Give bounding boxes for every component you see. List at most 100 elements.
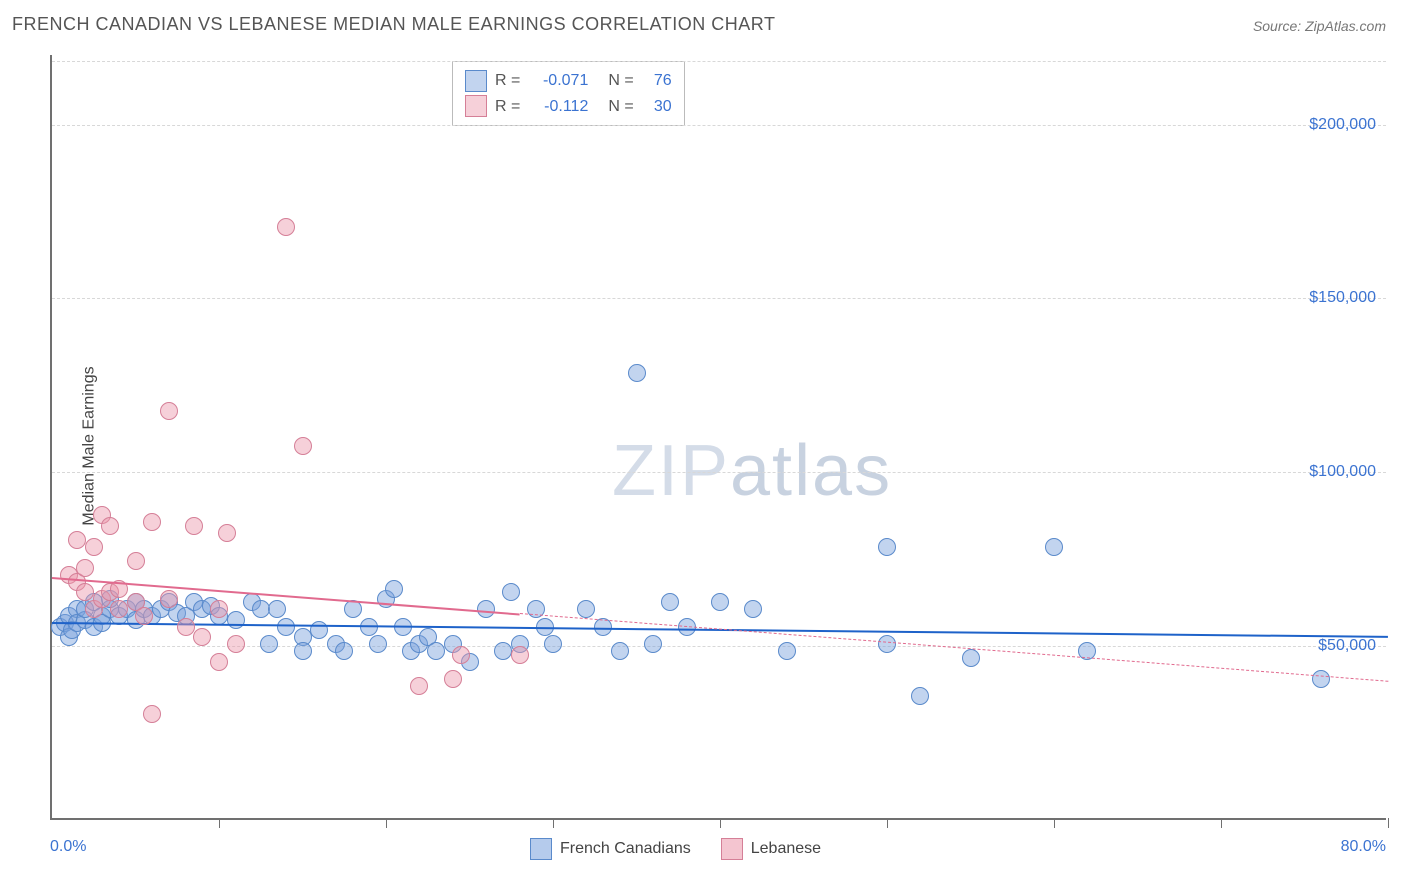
scatter-point <box>101 517 119 535</box>
scatter-point <box>127 552 145 570</box>
scatter-point <box>143 705 161 723</box>
scatter-point <box>76 559 94 577</box>
scatter-point <box>544 635 562 653</box>
scatter-point <box>444 670 462 688</box>
chart-title: FRENCH CANADIAN VS LEBANESE MEDIAN MALE … <box>12 14 775 35</box>
scatter-point <box>177 618 195 636</box>
legend-n-label: N = <box>608 94 633 120</box>
scatter-point <box>193 628 211 646</box>
scatter-point <box>878 538 896 556</box>
scatter-point <box>260 635 278 653</box>
scatter-point <box>344 600 362 618</box>
x-axis-min-label: 0.0% <box>50 838 86 856</box>
gridline <box>52 125 1386 126</box>
scatter-point <box>252 600 270 618</box>
legend-item: French Canadians <box>530 838 691 860</box>
scatter-point <box>778 642 796 660</box>
y-tick-label: $50,000 <box>1318 637 1376 655</box>
scatter-point <box>227 635 245 653</box>
scatter-point <box>962 649 980 667</box>
legend-swatch <box>721 838 743 860</box>
scatter-point <box>410 677 428 695</box>
correlation-legend: R = -0.071 N = 76 R = -0.112 N = 30 <box>452 61 685 126</box>
scatter-point <box>160 402 178 420</box>
scatter-point <box>1045 538 1063 556</box>
scatter-point <box>335 642 353 660</box>
scatter-point <box>911 687 929 705</box>
legend-item-label: Lebanese <box>751 840 821 858</box>
legend-r-label: R = <box>495 94 520 120</box>
scatter-point <box>110 600 128 618</box>
x-axis-max-label: 80.0% <box>1341 838 1386 856</box>
y-tick-label: $200,000 <box>1309 116 1376 134</box>
watermark: ZIPatlas <box>612 430 892 512</box>
scatter-point <box>452 646 470 664</box>
legend-n-label: N = <box>608 68 633 94</box>
scatter-point <box>494 642 512 660</box>
scatter-point <box>477 600 495 618</box>
scatter-point <box>611 642 629 660</box>
x-tick <box>553 818 554 828</box>
scatter-point <box>628 364 646 382</box>
legend-item-label: French Canadians <box>560 840 691 858</box>
scatter-point <box>1312 670 1330 688</box>
scatter-point <box>268 600 286 618</box>
scatter-point <box>711 593 729 611</box>
scatter-point <box>577 600 595 618</box>
legend-row: R = -0.071 N = 76 <box>465 68 672 94</box>
scatter-point <box>744 600 762 618</box>
legend-n-value: 76 <box>642 68 672 94</box>
scatter-point <box>76 583 94 601</box>
legend-swatch <box>465 70 487 92</box>
scatter-point <box>68 531 86 549</box>
scatter-point <box>878 635 896 653</box>
scatter-point <box>502 583 520 601</box>
scatter-point <box>511 646 529 664</box>
scatter-point <box>294 642 312 660</box>
legend-r-label: R = <box>495 68 520 94</box>
scatter-point <box>427 642 445 660</box>
watermark-zip: ZIP <box>612 431 730 511</box>
trend-line <box>52 622 1388 638</box>
legend-swatch <box>530 838 552 860</box>
scatter-point <box>661 593 679 611</box>
plot-area: ZIPatlas R = -0.071 N = 76 R = -0.112 N = 30 $5… <box>50 55 1386 820</box>
scatter-point <box>369 635 387 653</box>
scatter-point <box>210 653 228 671</box>
scatter-point <box>277 218 295 236</box>
scatter-point <box>294 437 312 455</box>
series-legend: French Canadians Lebanese <box>530 838 821 860</box>
scatter-point <box>143 513 161 531</box>
legend-swatch <box>465 95 487 117</box>
x-tick <box>386 818 387 828</box>
x-tick <box>720 818 721 828</box>
legend-n-value: 30 <box>642 94 672 120</box>
gridline <box>52 298 1386 299</box>
gridline <box>52 646 1386 647</box>
x-tick <box>1388 818 1389 828</box>
watermark-atlas: atlas <box>730 431 892 511</box>
scatter-point <box>218 524 236 542</box>
x-tick <box>1221 818 1222 828</box>
legend-r-value: -0.112 <box>528 94 588 120</box>
y-tick-label: $100,000 <box>1309 463 1376 481</box>
gridline <box>52 61 1386 62</box>
scatter-point <box>277 618 295 636</box>
scatter-point <box>227 611 245 629</box>
source-label: Source: ZipAtlas.com <box>1253 18 1386 34</box>
y-tick-label: $150,000 <box>1309 289 1376 307</box>
x-tick <box>1054 818 1055 828</box>
gridline <box>52 472 1386 473</box>
scatter-point <box>385 580 403 598</box>
scatter-point <box>210 600 228 618</box>
scatter-point <box>644 635 662 653</box>
scatter-point <box>85 538 103 556</box>
legend-r-value: -0.071 <box>528 68 588 94</box>
scatter-point <box>185 517 203 535</box>
x-tick <box>887 818 888 828</box>
legend-row: R = -0.112 N = 30 <box>465 94 672 120</box>
scatter-point <box>160 590 178 608</box>
scatter-point <box>135 607 153 625</box>
legend-item: Lebanese <box>721 838 821 860</box>
x-tick <box>219 818 220 828</box>
